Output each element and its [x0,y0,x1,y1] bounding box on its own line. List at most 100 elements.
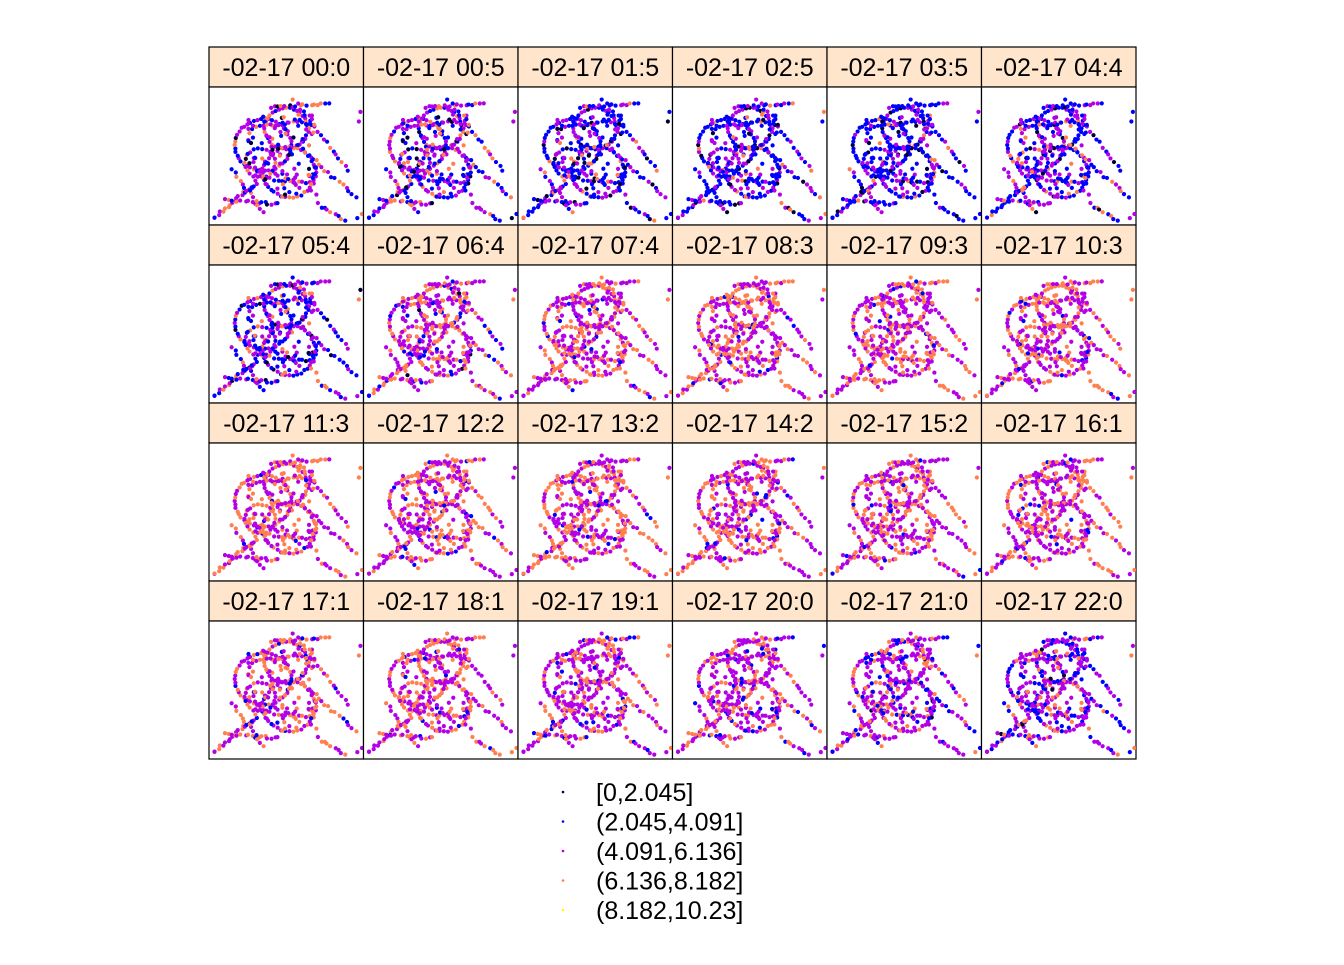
data-point [400,117,406,123]
data-point [451,339,456,344]
data-point [851,135,856,141]
data-point [500,367,505,372]
data-point [956,395,961,400]
data-point [551,338,556,343]
data-point [462,113,467,118]
data-point [560,159,565,165]
data-point [697,313,702,319]
data-point [440,120,446,125]
data-point [840,206,846,211]
data-point [427,126,432,131]
data-point [476,137,481,142]
data-point [543,174,548,179]
data-point [235,549,240,555]
data-point [890,178,895,183]
data-point [1085,349,1090,355]
data-point [887,296,893,301]
data-point [882,360,887,365]
data-point [582,297,587,302]
data-point [328,175,334,180]
data-point [709,198,714,203]
data-point [1094,347,1099,352]
data-point [1010,198,1015,203]
data-point [606,117,611,122]
data-point [1055,323,1060,328]
data-point [570,210,575,215]
data-point [415,388,421,393]
data-point [1023,337,1029,343]
data-point [542,348,547,353]
data-point [652,218,657,223]
data-point [823,389,827,395]
data-point [476,169,481,174]
data-point [605,123,610,128]
data-point [547,178,552,184]
data-point [395,360,400,365]
data-point [269,365,274,371]
data-point [630,137,636,142]
data-point [924,344,930,349]
data-point [1051,324,1057,329]
data-point [1039,139,1045,145]
data-point [296,161,301,166]
data-point [563,203,569,208]
data-point [411,169,417,174]
data-point [251,296,257,302]
data-point [1084,122,1089,127]
data-point [556,339,561,344]
data-point [905,373,910,378]
data-point [726,307,731,313]
data-point [415,123,420,128]
data-point [613,305,618,310]
data-point [1045,108,1051,114]
data-point [1043,331,1048,336]
data-point [234,488,240,493]
data-point [262,119,267,124]
data-point [452,107,457,112]
data-point [799,156,804,161]
data-point [354,195,359,200]
data-point [906,313,911,319]
data-point [870,333,875,338]
data-point [312,171,318,177]
data-point [251,159,256,165]
data-point [469,307,475,312]
data-point [620,157,625,162]
data-point [261,123,266,128]
data-point [1050,153,1055,158]
data-point [946,210,951,215]
data-point [1075,149,1080,155]
data-point [716,351,722,356]
data-point [266,339,271,344]
data-point [421,334,426,339]
data-point [344,185,350,191]
data-point [883,294,888,299]
data-point [514,389,518,395]
data-point [700,307,706,312]
data-point [313,165,318,170]
data-point [609,314,614,320]
data-point [929,102,935,107]
data-point [265,294,270,299]
data-point [238,515,243,520]
data-point [396,363,401,369]
data-point [455,324,460,329]
data-point [870,155,875,160]
data-point [898,360,904,365]
data-point [405,135,410,140]
data-point [772,360,777,365]
data-point [686,384,691,389]
data-point [402,188,407,193]
data-point [882,202,888,207]
data-point [707,366,713,372]
data-point [1047,104,1053,109]
data-point [302,327,307,333]
data-point [772,188,777,193]
data-point [576,135,581,140]
data-point [448,369,453,374]
data-point [1059,368,1064,373]
data-point [1064,344,1069,349]
data-point [940,169,945,174]
data-point [437,192,442,197]
data-point [297,363,302,368]
